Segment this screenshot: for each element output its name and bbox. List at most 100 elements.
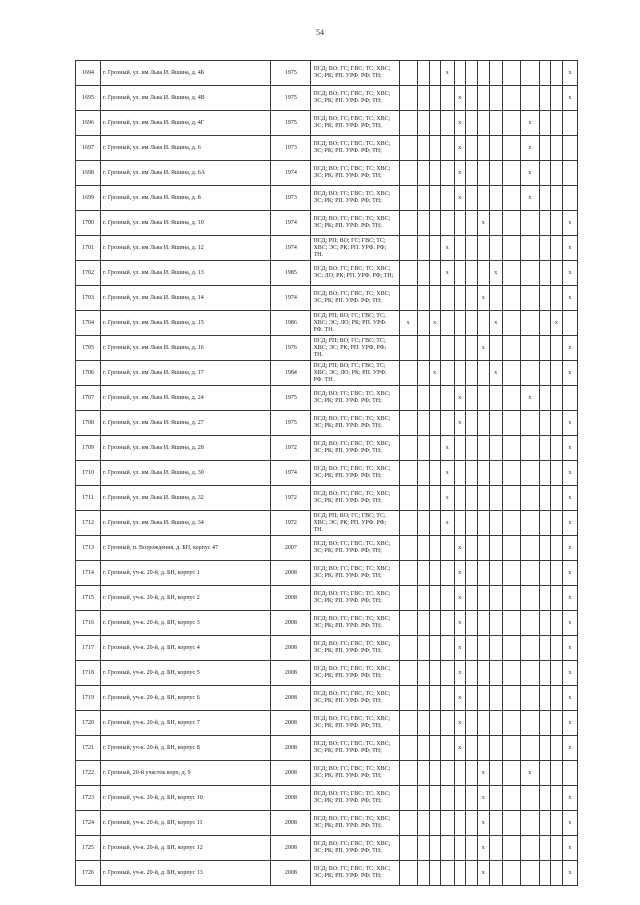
codes-cell: ПСД; РП; ВО; ГС; ГВС; ТС; ХВС; ЭС; РК; Р… [310,235,400,261]
empty-mark-cell [538,710,551,736]
empty-mark-cell [439,585,455,611]
empty-mark-cell [439,185,455,211]
empty-mark-cell [416,735,430,761]
empty-mark-cell [488,110,503,136]
year-cell: 1974 [270,460,312,486]
address-cell: г. Грозный, уч-к. 20-й, д. БН, корпус 5 [100,660,272,686]
empty-mark-cell [476,385,490,411]
empty-mark-cell [476,510,490,536]
codes-cell: ПСД; ВО; ГС; ГВС; ТС; ХВС; ЭС; РК; РП. У… [310,135,400,161]
empty-mark-cell [501,510,521,536]
empty-mark-cell [501,385,521,411]
address-cell: г. Грозный, уч-к. 20-й, д. БН, корпус 11 [100,810,272,836]
empty-mark-cell [549,260,563,286]
empty-mark-cell [428,760,441,786]
empty-mark-cell [453,460,466,486]
codes-cell: ПСД; ВО; ГС; ГВС; ТС; ХВС; ЭС; РК; РП. У… [310,760,400,786]
address-cell: г. Грозный, уч-к. 20-й, д. БН, корпус 7 [100,710,272,736]
row-number-cell: 1707 [74,385,102,411]
empty-mark-cell [549,535,563,561]
empty-mark-cell [538,735,551,761]
empty-mark-cell [488,285,503,311]
year-cell: 1975 [270,410,312,436]
empty-mark-cell [561,135,579,161]
empty-mark-cell [416,160,430,186]
empty-mark-cell [519,335,540,361]
empty-mark-cell [538,360,551,386]
table-row: 1710 г. Грозный, ул. им Льва И. Яшина, д.… [74,460,579,486]
empty-mark-cell [519,310,540,336]
x-mark-cell: х [561,660,579,686]
empty-mark-cell [428,435,441,461]
x-mark-cell: х [398,310,418,336]
empty-mark-cell [488,635,503,661]
empty-mark-cell [519,660,540,686]
empty-mark-cell [549,185,563,211]
empty-mark-cell [476,535,490,561]
table-row: 1707 г. Грозный, ул. им Льва И. Яшина, д.… [74,385,579,411]
empty-mark-cell [416,685,430,711]
empty-mark-cell [416,710,430,736]
empty-mark-cell [476,410,490,436]
empty-mark-cell [549,335,563,361]
x-mark-cell: х [561,835,579,861]
codes-cell: ПСД; ВО; ГС; ГВС; ТС; ХВС; ЭС; РК; РП. У… [310,835,400,861]
empty-mark-cell [549,660,563,686]
empty-mark-cell [464,410,478,436]
empty-mark-cell [398,360,418,386]
empty-mark-cell [519,235,540,261]
year-cell: 2007 [270,535,312,561]
empty-mark-cell [488,385,503,411]
table-row: 1698 г. Грозный, ул. им Льва И. Яшина, д.… [74,160,579,186]
empty-mark-cell [464,585,478,611]
empty-mark-cell [439,610,455,636]
empty-mark-cell [428,810,441,836]
empty-mark-cell [416,260,430,286]
codes-cell: ПСД; ВО; ГС; ГВС; ТС; ХВС; ЭС; РК; РП. У… [310,110,400,136]
empty-mark-cell [428,560,441,586]
empty-mark-cell [488,235,503,261]
x-mark-cell: х [453,560,466,586]
empty-mark-cell [453,260,466,286]
empty-mark-cell [453,785,466,811]
x-mark-cell: х [476,210,490,236]
row-number-cell: 1719 [74,685,102,711]
empty-mark-cell [549,485,563,511]
row-number-cell: 1700 [74,210,102,236]
empty-mark-cell [538,85,551,111]
row-number-cell: 1713 [74,535,102,561]
empty-mark-cell [398,760,418,786]
empty-mark-cell [561,760,579,786]
empty-mark-cell [453,310,466,336]
empty-mark-cell [398,85,418,111]
year-cell: 1972 [270,435,312,461]
empty-mark-cell [519,85,540,111]
x-mark-cell: х [453,610,466,636]
codes-cell: ПСД; ВО; ГС; ГВС; ТС; ХВС; ЭС; РК; РП. У… [310,785,400,811]
empty-mark-cell [416,635,430,661]
x-mark-cell: х [453,635,466,661]
empty-mark-cell [428,85,441,111]
year-cell: 1985 [270,260,312,286]
empty-mark-cell [398,635,418,661]
empty-mark-cell [398,60,418,86]
empty-mark-cell [538,585,551,611]
row-number-cell: 1716 [74,610,102,636]
empty-mark-cell [476,735,490,761]
empty-mark-cell [549,585,563,611]
empty-mark-cell [428,535,441,561]
empty-mark-cell [398,810,418,836]
empty-mark-cell [501,360,521,386]
empty-mark-cell [416,110,430,136]
address-cell: г. Грозный, ул. им Льва И. Яшина, д. 6А [100,160,272,186]
address-cell: г. Грозный, ул. им Льва И. Яшина, д. 6 [100,135,272,161]
year-cell: 2008 [270,610,312,636]
empty-mark-cell [549,810,563,836]
year-cell: 1975 [270,385,312,411]
empty-mark-cell [416,460,430,486]
empty-mark-cell [464,110,478,136]
empty-mark-cell [501,85,521,111]
empty-mark-cell [501,160,521,186]
address-cell: г. Грозный, ул. им Льва И. Яшина, д. 4Г [100,110,272,136]
year-cell: 2008 [270,560,312,586]
